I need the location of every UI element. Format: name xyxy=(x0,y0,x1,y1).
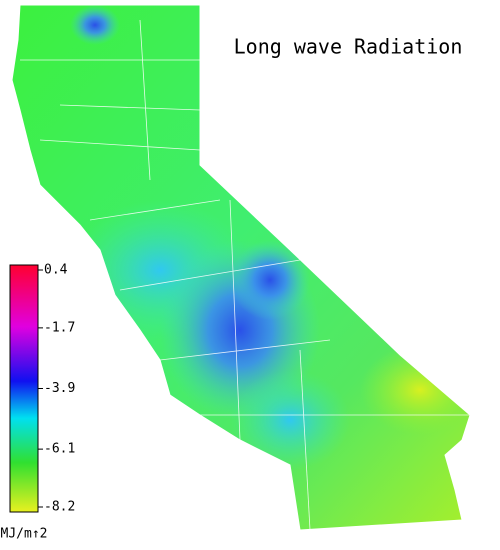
colorbar-tick-label: -1.7 xyxy=(44,320,75,335)
colorbar xyxy=(9,264,39,513)
colorbar-tick-label: 0.4 xyxy=(44,263,68,278)
state-outline xyxy=(11,4,471,531)
colorbar-tick-label: -8.2 xyxy=(44,500,75,515)
colorbar-tick-label: -3.9 xyxy=(44,381,75,396)
colorbar-tick-label: -6.1 xyxy=(44,442,75,457)
map-title: Long wave Radiation xyxy=(234,35,463,59)
colorbar-unit: MJ/m↑2 xyxy=(1,527,48,542)
